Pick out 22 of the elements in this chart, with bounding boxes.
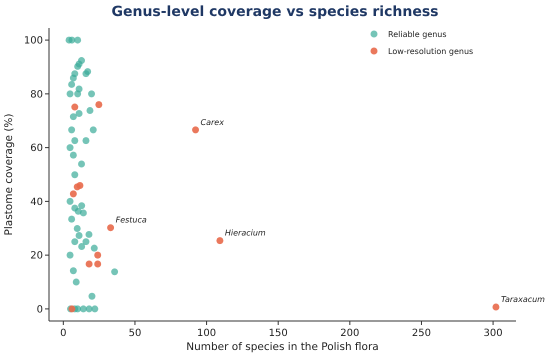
y-tick-label: 100 — [24, 36, 43, 47]
x-tick-label: 0 — [60, 328, 67, 339]
annotation: Festuca — [116, 216, 147, 225]
y-tick-label: 20 — [30, 250, 43, 262]
x-tick-label: 50 — [128, 328, 142, 339]
y-tick-label: 0 — [36, 304, 43, 316]
y-tick-label: 80 — [30, 89, 43, 100]
x-axis-title: Number of species in the Polish flora — [186, 341, 379, 353]
chart-title: Genus-level coverage vs species richness — [111, 4, 439, 20]
annotation: Carex — [200, 118, 224, 127]
y-tick-label: 60 — [30, 143, 43, 154]
x-tick-label: 100 — [197, 328, 216, 339]
y-axis-title: Plastome coverage (%) — [3, 114, 15, 236]
x-tick-label: 300 — [484, 328, 503, 339]
x-tick-label: 250 — [412, 328, 431, 339]
annotation: Hieracium — [224, 228, 266, 238]
y-tick-label: 40 — [30, 196, 43, 208]
annotation: Taraxacum — [500, 295, 546, 304]
legend-label: Reliable genus — [388, 30, 447, 39]
x-tick-label: 200 — [340, 328, 360, 339]
x-tick-label: 150 — [268, 328, 288, 339]
legend-label: Low-resolution genus — [388, 47, 474, 56]
